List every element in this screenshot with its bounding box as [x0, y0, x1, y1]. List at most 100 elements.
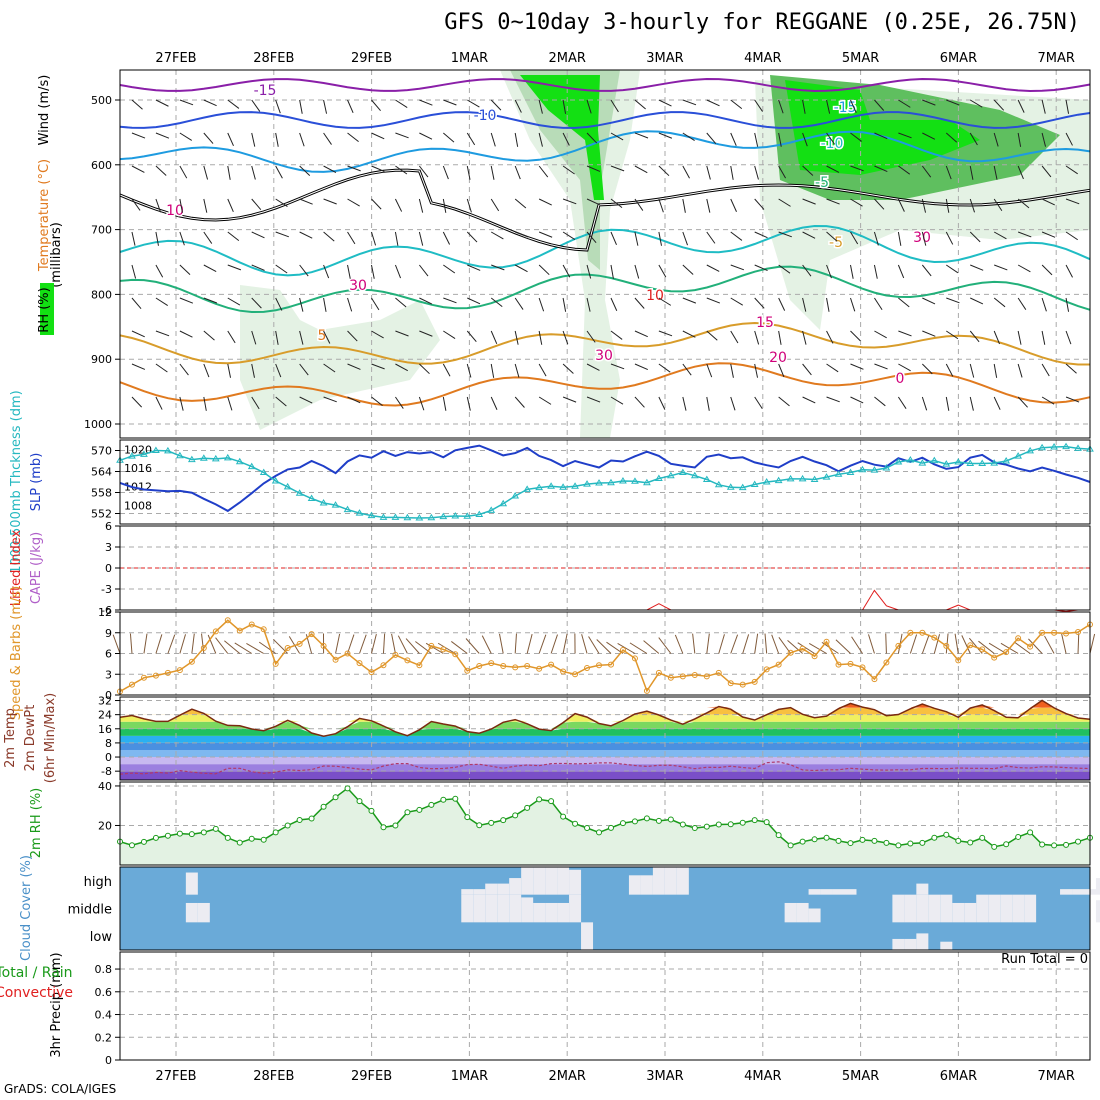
wind-barb	[802, 363, 812, 376]
bottom-date-label: 3MAR	[646, 1069, 683, 1084]
bottom-date-label: 6MAR	[940, 1069, 977, 1084]
temp-line	[119, 699, 1091, 737]
cloud-cell	[1072, 889, 1085, 895]
wind-barb	[323, 99, 328, 114]
wind-barb	[131, 297, 142, 309]
wind-barb	[466, 330, 477, 343]
wind-barb	[227, 363, 232, 378]
wind-barb	[299, 165, 311, 177]
wind10m-barb	[692, 633, 696, 654]
rh2m-point	[392, 822, 399, 829]
wind-barb	[538, 363, 547, 377]
wind-barb	[155, 297, 168, 306]
rh2m-point	[667, 816, 674, 823]
wind-barb	[802, 231, 816, 239]
thickness-point	[583, 480, 591, 487]
thickness-point	[666, 471, 675, 479]
wind-barb	[443, 297, 457, 304]
wind-barb	[371, 231, 377, 246]
bottom-date-label: 1MAR	[451, 1069, 488, 1084]
wind10m-barb	[617, 643, 636, 654]
wind-barb	[227, 99, 240, 109]
thickness-point	[475, 510, 484, 518]
thickness-point	[487, 506, 496, 513]
wind-barb	[1041, 363, 1050, 377]
rh-shade	[500, 70, 640, 438]
thickness-point	[619, 476, 627, 484]
wind-barb	[155, 363, 168, 373]
wind-barb	[874, 165, 888, 173]
cloud-cell	[485, 883, 498, 895]
wind-barb	[395, 132, 409, 139]
wind-barb	[179, 297, 194, 304]
cloud-frame	[119, 866, 1091, 951]
wind-label: Wind (m/s)	[37, 75, 52, 146]
wind-barb	[347, 264, 351, 279]
wind-barb	[874, 396, 886, 407]
thickness-point	[535, 483, 544, 491]
rh2m-ylabel: 2m RH (%)	[29, 788, 44, 859]
wind10m-barb	[885, 633, 887, 654]
wind-barb	[347, 132, 359, 142]
isotherm-label: -15	[254, 83, 277, 99]
rh2m-point	[739, 819, 746, 826]
chart-title: GFS 0~10day 3-hourly for REGGANE (0.25E,…	[444, 10, 1080, 35]
wind-barb	[562, 264, 571, 278]
wind-barb	[706, 198, 711, 213]
wind-barb	[491, 264, 505, 271]
y-tick-label: 552	[91, 508, 112, 521]
slp-frame	[119, 439, 1091, 525]
wind-barb	[299, 363, 309, 376]
cloud-cell	[545, 902, 558, 923]
wind10m-barb	[933, 634, 941, 654]
wind-barb	[994, 264, 1008, 271]
wind10m-barb	[706, 633, 710, 654]
wind-speed-point	[164, 669, 171, 676]
wind-barb	[227, 396, 233, 411]
wind-barb	[610, 396, 624, 405]
wind-barb	[442, 396, 447, 411]
wind-speed-point	[200, 644, 207, 651]
precip-rain-label: Total / Rain	[0, 965, 73, 981]
wind-barb	[922, 330, 936, 337]
wind-barb	[706, 99, 720, 107]
wind-barb	[634, 330, 648, 338]
thickness-point	[750, 480, 759, 487]
cloud-cell	[928, 894, 941, 923]
rh2m-point	[260, 836, 267, 843]
wind-speed-point	[596, 662, 603, 669]
wind-barb	[323, 297, 327, 312]
wind-barb	[754, 132, 759, 147]
rh2m-point	[763, 819, 770, 826]
wind-speed-point	[607, 661, 614, 668]
wind-barb	[490, 132, 496, 147]
wind-barb	[203, 99, 217, 107]
temp-band	[120, 771, 1090, 780]
wind10m-barb	[514, 633, 517, 654]
wind-speed-point	[811, 653, 818, 660]
wind-barb	[730, 297, 744, 306]
thickness-point	[954, 458, 963, 465]
wind-barb	[418, 198, 424, 213]
wind-barb	[634, 198, 644, 211]
wind-speed-point	[572, 671, 579, 678]
wind-barb	[730, 99, 743, 110]
thickness-point	[283, 482, 292, 490]
cloud-cell	[1095, 878, 1100, 895]
wind-barb	[706, 297, 721, 304]
wind-speed-point	[919, 629, 926, 636]
wind-barb	[203, 363, 210, 378]
rh2m-point	[164, 832, 171, 839]
thickness-point	[523, 485, 532, 492]
isotherm-line	[119, 130, 1091, 173]
wind-barb	[921, 165, 932, 178]
wind-barb	[826, 99, 831, 114]
wind-barb	[1065, 231, 1078, 241]
thickness-point	[822, 473, 831, 480]
thickness-point	[858, 465, 867, 473]
isotherm-label: 0	[896, 371, 905, 387]
cloud-cell	[497, 894, 510, 923]
thickness-point	[319, 499, 328, 506]
wind10m-barb	[405, 638, 420, 654]
rh-label: RH (%)	[37, 287, 52, 332]
